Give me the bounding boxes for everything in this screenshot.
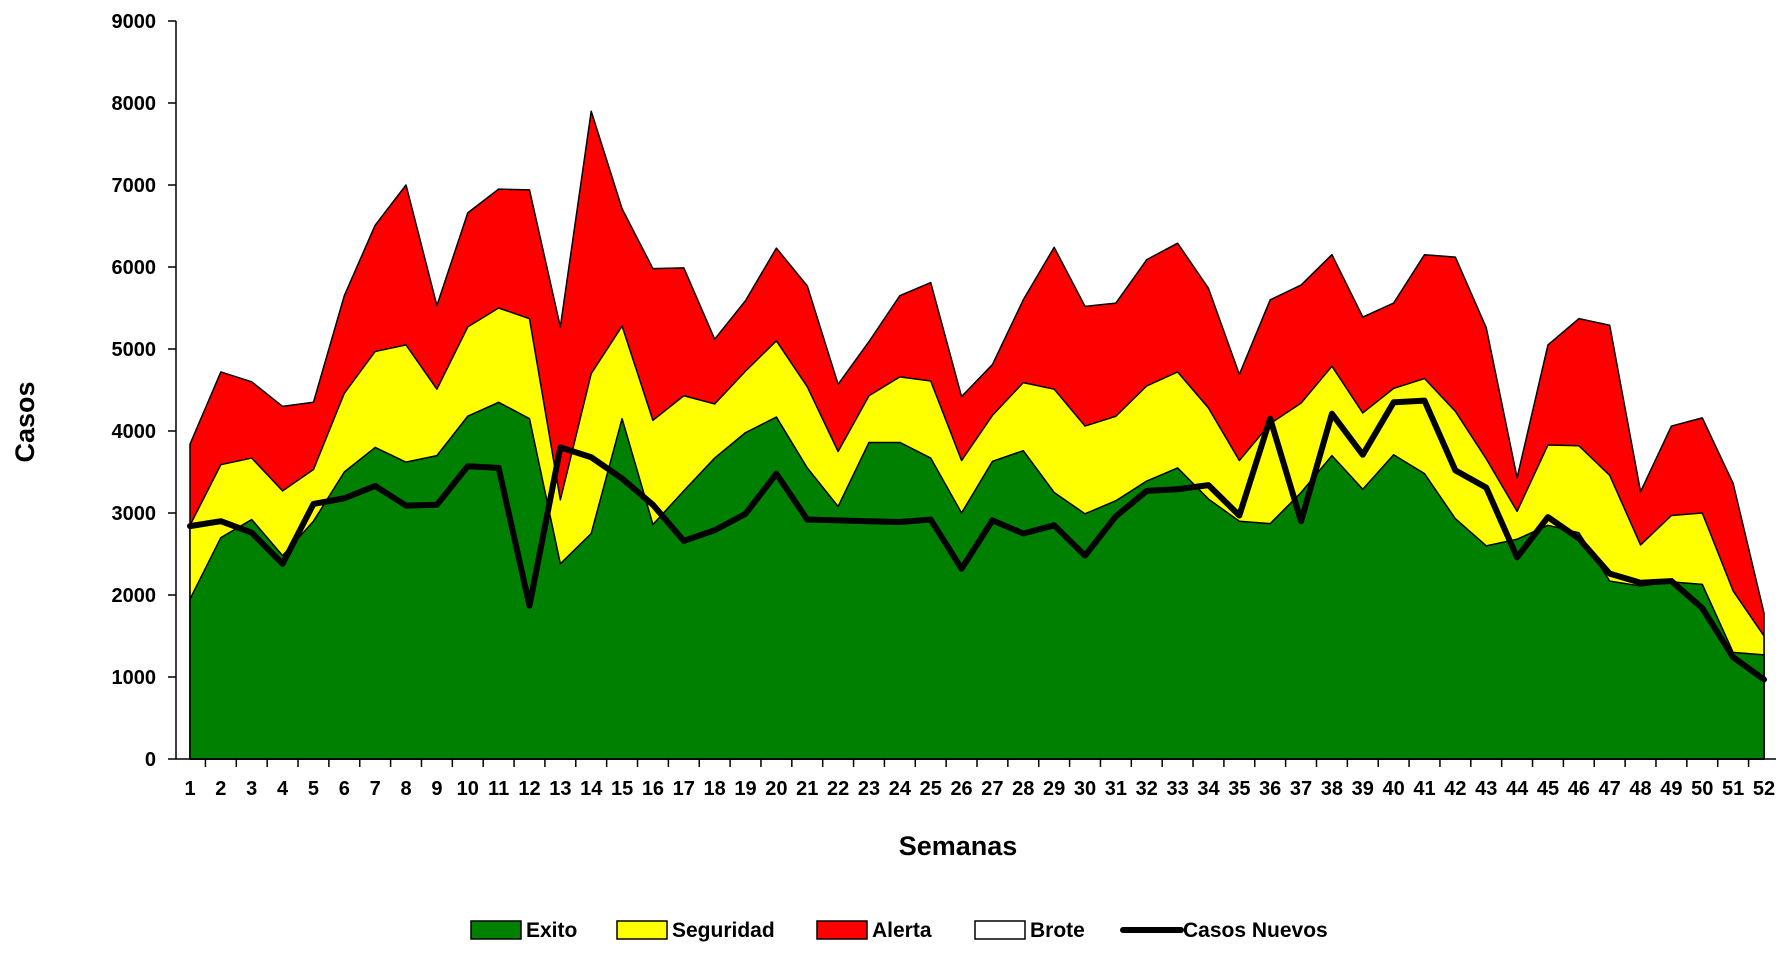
y-tick-label: 4000 bbox=[112, 421, 157, 443]
y-tick-label: 9000 bbox=[112, 11, 157, 33]
areas-layer bbox=[189, 110, 1765, 760]
x-tick-label: 7 bbox=[370, 778, 381, 800]
y-tick-label: 7000 bbox=[112, 175, 157, 197]
x-tick-label: 2 bbox=[215, 778, 226, 800]
y-tick-label: 5000 bbox=[112, 339, 157, 361]
legend-swatch bbox=[816, 920, 868, 940]
legend-label: Seguridad bbox=[672, 919, 775, 942]
x-tick-label: 36 bbox=[1259, 778, 1281, 800]
x-tick-label: 23 bbox=[858, 778, 880, 800]
x-tick-label: 31 bbox=[1105, 778, 1127, 800]
y-tick-label: 2000 bbox=[112, 585, 157, 607]
x-tick-label: 13 bbox=[549, 778, 571, 800]
y-tick-label: 0 bbox=[145, 749, 156, 771]
legend-item-casos-nuevos: Casos Nuevos bbox=[1120, 919, 1328, 942]
x-tick-label: 9 bbox=[431, 778, 442, 800]
x-tick-label: 47 bbox=[1599, 778, 1621, 800]
x-tick-label: 30 bbox=[1074, 778, 1096, 800]
legend-swatch bbox=[470, 920, 522, 940]
x-tick-label: 20 bbox=[765, 778, 787, 800]
x-tick-label: 11 bbox=[488, 778, 509, 800]
x-tick-label: 43 bbox=[1475, 778, 1497, 800]
y-tick-label: 1000 bbox=[112, 667, 157, 689]
x-tick-label: 15 bbox=[611, 778, 633, 800]
x-tick-label: 16 bbox=[642, 778, 664, 800]
axes-layer bbox=[168, 20, 1776, 767]
x-tick-label: 8 bbox=[400, 778, 411, 800]
x-tick-label: 14 bbox=[580, 778, 603, 800]
legend-item-exito: Exito bbox=[470, 919, 577, 942]
x-tick-label: 10 bbox=[457, 778, 479, 800]
x-tick-label: 46 bbox=[1568, 778, 1590, 800]
x-tick-label: 52 bbox=[1753, 778, 1775, 800]
x-tick-label: 26 bbox=[950, 778, 972, 800]
x-tick-label: 22 bbox=[827, 778, 849, 800]
y-tick-label: 6000 bbox=[112, 257, 157, 279]
legend-item-seguridad: Seguridad bbox=[616, 919, 775, 942]
x-tick-label: 33 bbox=[1166, 778, 1188, 800]
line-layer bbox=[187, 397, 1767, 683]
x-tick-label: 41 bbox=[1413, 778, 1435, 800]
x-tick-label: 27 bbox=[981, 778, 1003, 800]
legend-label: Brote bbox=[1030, 919, 1085, 942]
legend-swatch bbox=[974, 920, 1026, 940]
y-axis-title: Casos bbox=[10, 381, 40, 462]
x-tick-label: 3 bbox=[246, 778, 257, 800]
x-tick-label: 21 bbox=[796, 778, 818, 800]
legend-label: Alerta bbox=[872, 919, 932, 942]
x-tick-label: 24 bbox=[889, 778, 912, 800]
x-tick-label: 37 bbox=[1290, 778, 1312, 800]
x-tick-label: 5 bbox=[308, 778, 319, 800]
x-tick-label: 29 bbox=[1043, 778, 1065, 800]
x-axis-title: Semanas bbox=[899, 831, 1018, 861]
area-exito bbox=[189, 401, 1765, 760]
x-tick-label: 38 bbox=[1321, 778, 1343, 800]
y-tick-label: 3000 bbox=[112, 503, 157, 525]
legend-label: Exito bbox=[526, 919, 577, 942]
x-tick-label: 48 bbox=[1629, 778, 1651, 800]
x-tick-label: 17 bbox=[673, 778, 695, 800]
legend: Exito Seguridad Alerta Brote Casos Nuevos bbox=[470, 919, 1328, 942]
x-tick-label: 34 bbox=[1197, 778, 1220, 800]
x-tick-label: 6 bbox=[339, 778, 350, 800]
x-tick-label: 44 bbox=[1506, 778, 1529, 800]
line-casos-nuevos bbox=[187, 397, 1767, 683]
x-tick-label: 35 bbox=[1228, 778, 1250, 800]
x-tick-label: 19 bbox=[734, 778, 756, 800]
legend-label: Casos Nuevos bbox=[1183, 919, 1328, 942]
legend-swatch bbox=[616, 920, 668, 940]
x-tick-label: 39 bbox=[1352, 778, 1374, 800]
y-tick-label: 8000 bbox=[112, 93, 157, 115]
x-tick-label: 32 bbox=[1136, 778, 1158, 800]
x-tick-label: 40 bbox=[1383, 778, 1405, 800]
legend-item-brote: Brote bbox=[974, 919, 1085, 942]
x-tick-label: 51 bbox=[1722, 778, 1744, 800]
x-tick-label: 49 bbox=[1660, 778, 1682, 800]
x-tick-labels: 1 2 3 4 5 6 7 8 9 10 11 12 13 14 15 16 17 18 19 20 21 22 23 24 2… bbox=[184, 778, 1775, 800]
x-tick-label: 12 bbox=[518, 778, 540, 800]
x-tick-label: 42 bbox=[1444, 778, 1466, 800]
x-tick-label: 45 bbox=[1537, 778, 1559, 800]
x-tick-label: 4 bbox=[277, 778, 289, 800]
x-tick-label: 50 bbox=[1691, 778, 1713, 800]
x-tick-label: 1 bbox=[184, 778, 195, 800]
x-tick-label: 28 bbox=[1012, 778, 1034, 800]
y-tick-labels: 0 1000 2000 3000 4000 5000 6000 7000 8000 9000 bbox=[112, 11, 157, 771]
legend-item-alerta: Alerta bbox=[816, 919, 932, 942]
x-tick-label: 25 bbox=[920, 778, 942, 800]
x-tick-label: 18 bbox=[704, 778, 726, 800]
